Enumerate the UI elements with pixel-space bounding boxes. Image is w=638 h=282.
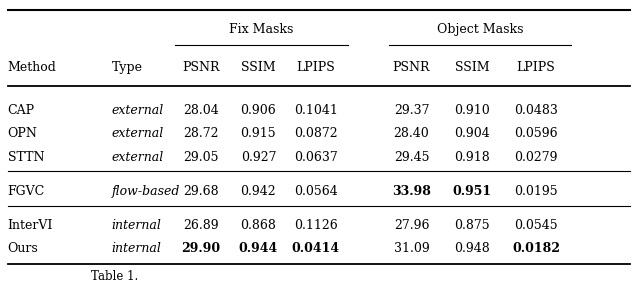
Text: 0.942: 0.942 [241,185,276,198]
Text: 0.944: 0.944 [239,242,278,255]
Text: internal: internal [112,242,161,255]
Text: 31.09: 31.09 [394,242,429,255]
Text: 28.72: 28.72 [183,127,219,140]
Text: internal: internal [112,219,161,232]
Text: 0.951: 0.951 [452,185,492,198]
Text: SSIM: SSIM [241,61,276,74]
Text: Fix Masks: Fix Masks [230,23,293,36]
Text: Type: Type [112,61,143,74]
Text: 0.906: 0.906 [241,104,276,117]
Text: 28.04: 28.04 [183,104,219,117]
Text: 0.0195: 0.0195 [514,185,558,198]
Text: 0.0564: 0.0564 [294,185,338,198]
Text: 29.90: 29.90 [181,242,221,255]
Text: external: external [112,104,164,117]
Text: 0.1126: 0.1126 [294,219,338,232]
Text: 0.1041: 0.1041 [294,104,338,117]
Text: SSIM: SSIM [455,61,489,74]
Text: Method: Method [8,61,57,74]
Text: PSNR: PSNR [182,61,219,74]
Text: CAP: CAP [8,104,35,117]
Text: 29.37: 29.37 [394,104,429,117]
Text: 0.0637: 0.0637 [294,151,338,164]
Text: 0.910: 0.910 [454,104,490,117]
Text: 29.05: 29.05 [183,151,219,164]
Text: 26.89: 26.89 [183,219,219,232]
Text: 0.915: 0.915 [241,127,276,140]
Text: PSNR: PSNR [393,61,430,74]
Text: 0.0872: 0.0872 [294,127,338,140]
Text: 33.98: 33.98 [392,185,431,198]
Text: flow-based: flow-based [112,185,180,198]
Text: 0.0545: 0.0545 [514,219,558,232]
Text: 0.0483: 0.0483 [514,104,558,117]
Text: 0.875: 0.875 [454,219,490,232]
Text: Table 1.: Table 1. [91,270,138,282]
Text: 29.68: 29.68 [183,185,219,198]
Text: 0.0182: 0.0182 [512,242,560,255]
Text: 0.948: 0.948 [454,242,490,255]
Text: FGVC: FGVC [8,185,45,198]
Text: InterVI: InterVI [8,219,53,232]
Text: 0.918: 0.918 [454,151,490,164]
Text: external: external [112,151,164,164]
Text: 28.40: 28.40 [394,127,429,140]
Text: 0.868: 0.868 [241,219,276,232]
Text: 0.0596: 0.0596 [514,127,558,140]
Text: Ours: Ours [8,242,38,255]
Text: Object Masks: Object Masks [436,23,523,36]
Text: 0.0414: 0.0414 [292,242,340,255]
Text: STTN: STTN [8,151,44,164]
Text: 0.927: 0.927 [241,151,276,164]
Text: 0.904: 0.904 [454,127,490,140]
Text: 0.0279: 0.0279 [514,151,558,164]
Text: 27.96: 27.96 [394,219,429,232]
Text: OPN: OPN [8,127,38,140]
Text: external: external [112,127,164,140]
Text: LPIPS: LPIPS [297,61,335,74]
Text: 29.45: 29.45 [394,151,429,164]
Text: LPIPS: LPIPS [517,61,555,74]
